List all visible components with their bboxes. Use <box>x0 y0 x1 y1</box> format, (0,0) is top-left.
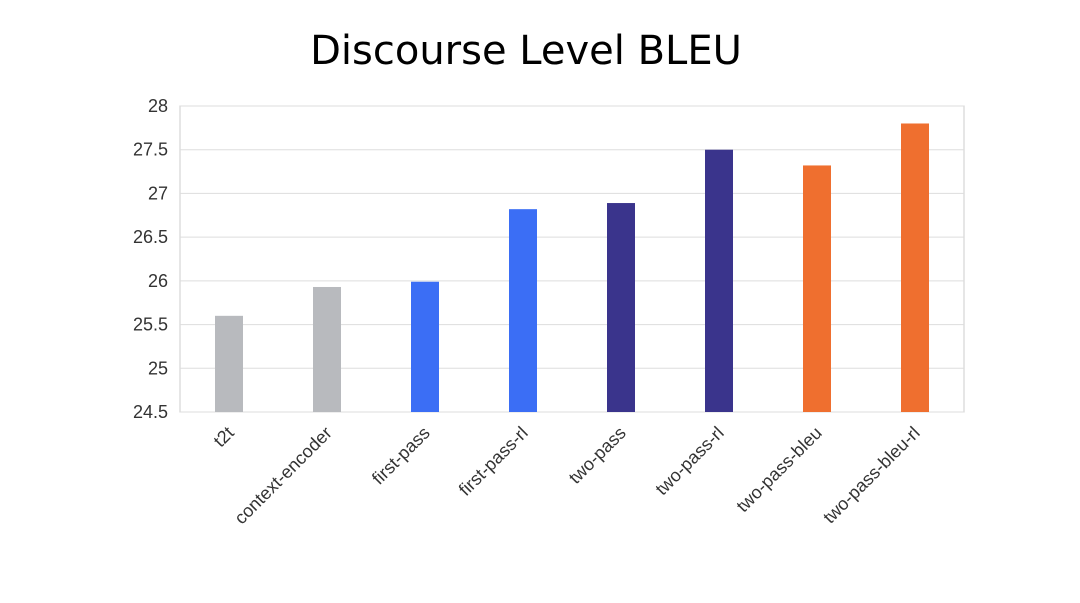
y-tick-label: 27.5 <box>133 140 168 160</box>
y-tick-label: 25 <box>148 358 168 378</box>
x-tick-label: two-pass-bleu-rl <box>819 423 924 528</box>
bar-two-pass-bleu-rl <box>901 123 929 412</box>
bar-context-encoder <box>313 286 341 412</box>
y-tick-label: 25.5 <box>133 315 168 335</box>
x-tick-label: t2t <box>210 423 238 451</box>
y-tick-label: 27 <box>148 183 168 203</box>
x-tick-label: two-pass-rl <box>651 423 727 499</box>
x-tick-label: two-pass <box>565 423 630 488</box>
bar-two-pass <box>607 203 635 412</box>
bar-first-pass-rl <box>509 209 537 412</box>
bar-first-pass <box>411 281 439 412</box>
bar-two-pass-rl <box>705 149 733 412</box>
x-tick-label: first-pass <box>368 423 434 489</box>
y-tick-label: 26.5 <box>133 227 168 247</box>
x-tick-label: two-pass-bleu <box>732 423 825 516</box>
bars <box>215 123 929 412</box>
bar-t2t <box>215 315 243 412</box>
y-tick-label: 28 <box>148 96 168 116</box>
bar-two-pass-bleu <box>803 165 831 412</box>
x-tick-label: first-pass-rl <box>455 423 532 500</box>
y-tick-label: 26 <box>148 271 168 291</box>
chart-title: Discourse Level BLEU <box>310 28 742 74</box>
y-axis-ticks: 24.5 25 25.5 26 26.5 27 27.5 28 <box>133 96 168 422</box>
y-tick-label: 24.5 <box>133 402 168 422</box>
plot-frame <box>179 105 965 413</box>
gridlines <box>179 105 965 413</box>
x-tick-label: context-encoder <box>230 423 335 528</box>
